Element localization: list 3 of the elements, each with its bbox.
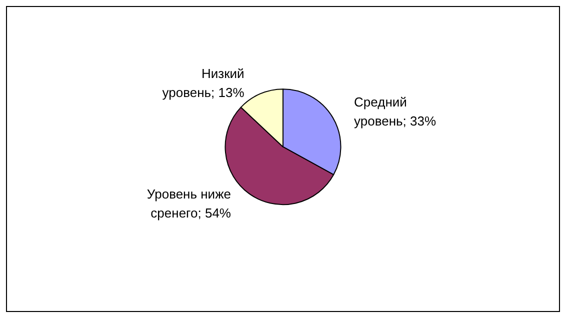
slice-label: Низкий уровень; 13% xyxy=(162,66,245,100)
slice-label: Средний уровень; 33% xyxy=(354,94,436,128)
slice-label: Уровень ниже сренего; 54% xyxy=(146,186,232,220)
